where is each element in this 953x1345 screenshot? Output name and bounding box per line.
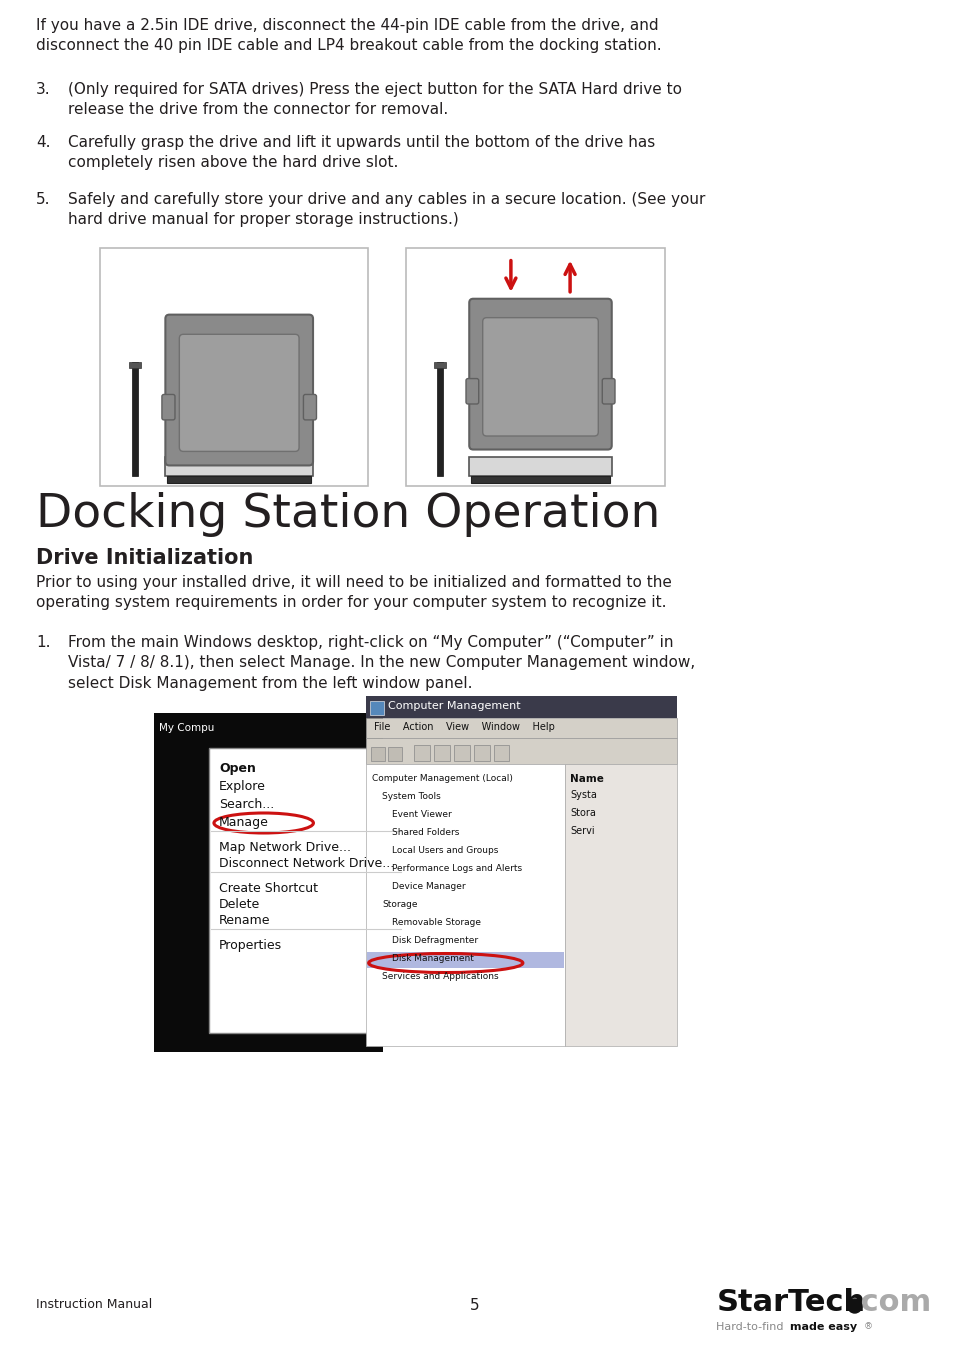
- Bar: [434, 362, 446, 367]
- Bar: [129, 362, 141, 367]
- FancyBboxPatch shape: [482, 317, 598, 436]
- Bar: [434, 745, 449, 761]
- Bar: [367, 952, 563, 968]
- Bar: [366, 764, 564, 1046]
- Text: Safely and carefully store your drive and any cables in a secure location. (See : Safely and carefully store your drive an…: [68, 192, 704, 227]
- Text: Open: Open: [218, 763, 255, 775]
- Text: Docking Station Operation: Docking Station Operation: [36, 492, 659, 537]
- Text: Event Viewer: Event Viewer: [392, 810, 452, 819]
- Text: 3.: 3.: [36, 82, 51, 97]
- Bar: [209, 748, 402, 1033]
- Text: Rename: Rename: [218, 915, 270, 927]
- Text: Disk Management: Disk Management: [392, 954, 474, 963]
- FancyBboxPatch shape: [162, 394, 174, 420]
- Text: StarTech: StarTech: [716, 1289, 864, 1317]
- Bar: [366, 738, 676, 764]
- Text: Prior to using your installed drive, it will need to be initialized and formatte: Prior to using your installed drive, it …: [36, 576, 671, 611]
- Text: Carefully grasp the drive and lift it upwards until the bottom of the drive has
: Carefully grasp the drive and lift it up…: [68, 134, 654, 171]
- FancyBboxPatch shape: [303, 394, 316, 420]
- Text: Explore: Explore: [218, 780, 266, 794]
- Text: Computer Management (Local): Computer Management (Local): [372, 773, 513, 783]
- Text: Manage: Manage: [218, 816, 269, 829]
- Text: From the main Windows desktop, right-click on “My Computer” (“Computer” in
Vista: From the main Windows desktop, right-cli…: [68, 635, 694, 691]
- FancyBboxPatch shape: [165, 315, 313, 465]
- Text: Properties: Properties: [218, 939, 282, 952]
- Bar: [366, 695, 676, 718]
- Text: Hard-to-find: Hard-to-find: [716, 1322, 786, 1332]
- Text: Search...: Search...: [218, 798, 274, 811]
- Bar: [454, 745, 469, 761]
- Text: 5.: 5.: [36, 192, 51, 207]
- Bar: [371, 746, 385, 761]
- Text: made easy: made easy: [789, 1322, 857, 1332]
- Text: Services and Applications: Services and Applications: [382, 972, 498, 981]
- Text: My Compu: My Compu: [159, 724, 214, 733]
- Text: 5: 5: [469, 1298, 479, 1313]
- Bar: [154, 713, 383, 1052]
- Bar: [473, 745, 489, 761]
- FancyBboxPatch shape: [469, 299, 611, 449]
- Bar: [471, 476, 609, 483]
- Text: Drive Initialization: Drive Initialization: [36, 547, 253, 568]
- Bar: [469, 457, 611, 476]
- Bar: [406, 247, 664, 486]
- Text: Map Network Drive...: Map Network Drive...: [218, 841, 351, 854]
- Text: Shared Folders: Shared Folders: [392, 829, 459, 837]
- Bar: [493, 745, 509, 761]
- Bar: [564, 764, 676, 1046]
- Text: Storage: Storage: [382, 900, 417, 909]
- FancyBboxPatch shape: [465, 378, 478, 404]
- Text: Delete: Delete: [218, 898, 260, 911]
- Text: Servi: Servi: [570, 826, 594, 837]
- Bar: [370, 701, 384, 716]
- Text: Disconnect Network Drive...: Disconnect Network Drive...: [218, 857, 394, 870]
- FancyBboxPatch shape: [601, 378, 615, 404]
- Bar: [99, 247, 368, 486]
- Circle shape: [847, 1299, 861, 1313]
- Text: Systa: Systa: [570, 790, 597, 800]
- Text: Local Users and Groups: Local Users and Groups: [392, 846, 497, 855]
- Bar: [388, 746, 401, 761]
- Bar: [366, 718, 676, 738]
- Text: 1.: 1.: [36, 635, 51, 650]
- Text: Create Shortcut: Create Shortcut: [218, 882, 317, 894]
- Text: ®: ®: [862, 1322, 872, 1332]
- Text: If you have a 2.5in IDE drive, disconnect the 44-pin IDE cable from the drive, a: If you have a 2.5in IDE drive, disconnec…: [36, 17, 660, 54]
- Bar: [414, 745, 430, 761]
- Bar: [436, 362, 443, 476]
- Text: File    Action    View    Window    Help: File Action View Window Help: [374, 722, 555, 732]
- Text: Instruction Manual: Instruction Manual: [36, 1298, 152, 1311]
- Text: Name: Name: [570, 773, 603, 784]
- Bar: [167, 476, 311, 483]
- Text: Computer Management: Computer Management: [388, 701, 520, 712]
- Text: Disk Defragmenter: Disk Defragmenter: [392, 936, 477, 946]
- Bar: [132, 362, 138, 476]
- Text: Device Manager: Device Manager: [392, 882, 465, 890]
- FancyBboxPatch shape: [179, 335, 298, 452]
- Text: Performance Logs and Alerts: Performance Logs and Alerts: [392, 863, 521, 873]
- Text: System Tools: System Tools: [382, 792, 440, 802]
- Text: .com: .com: [849, 1289, 931, 1317]
- Text: Removable Storage: Removable Storage: [392, 919, 480, 927]
- Text: Stora: Stora: [570, 808, 596, 818]
- Text: (Only required for SATA drives) Press the eject button for the SATA Hard drive t: (Only required for SATA drives) Press th…: [68, 82, 681, 117]
- Bar: [165, 457, 313, 476]
- Text: 4.: 4.: [36, 134, 51, 151]
